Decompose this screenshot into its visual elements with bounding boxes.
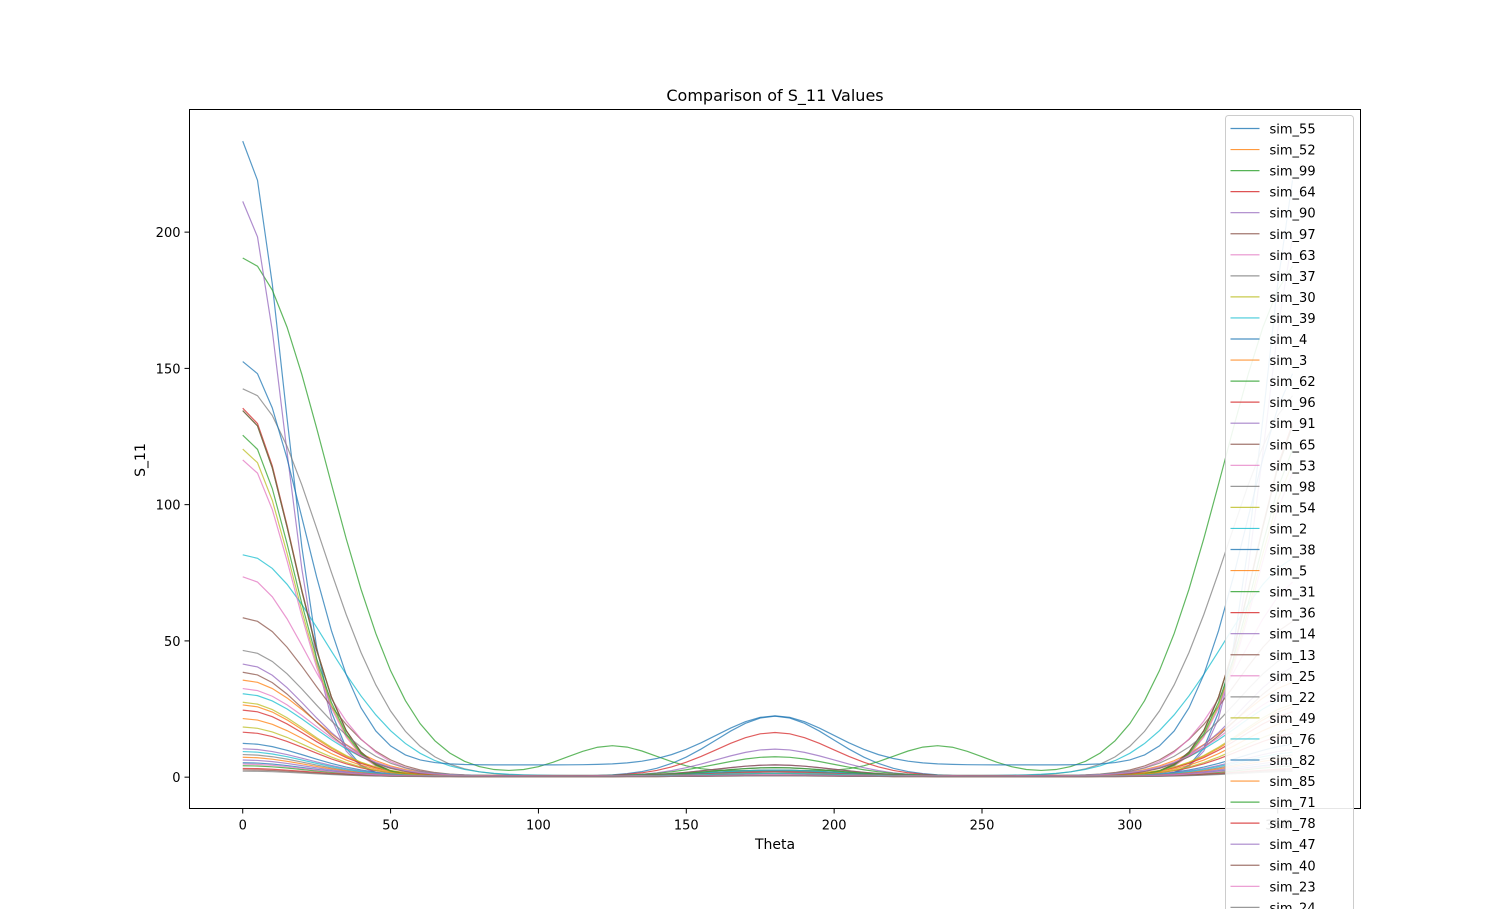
legend-entry: sim_62 [1270,375,1316,390]
legend-entry: sim_54 [1270,501,1316,516]
x-tick-label: 300 [1117,819,1142,834]
series-line-sim_91 [242,663,1293,777]
series-lines [242,140,1294,778]
series-line-sim_65 [242,410,1294,777]
y-tick-label: 0 [172,771,180,786]
legend-entry: sim_82 [1270,754,1316,769]
series-line-sim_24 [242,770,1293,778]
legend-entry: sim_85 [1270,775,1316,790]
legend-entry: sim_5 [1270,565,1308,580]
legend: sim_55 sim_52 sim_99 sim_64 sim_90 sim_97 sim_… [1225,115,1354,909]
series-line-sim_63 [242,576,1293,777]
legend-entry: sim_3 [1270,354,1308,369]
x-axis: 050100150200250300350 [239,808,1290,834]
legend-box [1225,115,1354,909]
y-tick-label: 50 [164,635,181,650]
legend-entry: sim_96 [1270,396,1316,411]
legend-entry: sim_13 [1270,649,1316,664]
plot-frame [189,109,1361,809]
legend-entry: sim_53 [1270,459,1316,474]
legend-entry: sim_24 [1270,901,1316,909]
legend-entry: sim_52 [1270,144,1316,159]
legend-entry: sim_22 [1270,691,1316,706]
series-line-sim_62 [242,410,1294,777]
series-line-sim_4 [242,361,1294,766]
legend-entry: sim_25 [1270,670,1316,685]
legend-entry: sim_98 [1270,480,1316,495]
legend-entry: sim_90 [1270,207,1316,222]
series-line-sim_37 [242,388,1293,777]
x-tick-label: 100 [526,819,551,834]
legend-entry: sim_31 [1270,586,1316,601]
x-tick-label: 50 [382,819,399,834]
legend-entry: sim_64 [1270,186,1316,201]
x-axis-label: Theta [754,837,795,853]
legend-entry: sim_37 [1270,270,1316,285]
legend-entry: sim_39 [1270,312,1316,327]
y-axis-label: S_11 [133,443,149,477]
x-tick-label: 150 [674,819,699,834]
legend-entry: sim_30 [1270,291,1316,306]
legend-entry: sim_99 [1270,165,1316,180]
legend-entry: sim_23 [1270,880,1316,895]
series-line-sim_25 [242,687,1293,777]
x-tick-label: 0 [239,819,247,834]
series-line-sim_13 [242,671,1293,777]
legend-entry: sim_47 [1270,838,1316,853]
legend-entry: sim_49 [1270,712,1316,727]
series-line-sim_64 [242,407,1294,777]
legend-entry: sim_2 [1270,522,1308,537]
legend-entry: sim_36 [1270,607,1316,622]
legend-entry: sim_63 [1270,249,1316,264]
legend-entry: sim_40 [1270,859,1316,874]
series-line-sim_53 [242,459,1294,777]
legend-entry: sim_76 [1270,733,1316,748]
chart-title: Comparison of S_11 Values [666,86,883,106]
series-line-sim_99 [242,257,1293,772]
y-tick-label: 200 [156,226,181,241]
series-line-sim_30 [242,448,1294,777]
legend-entry: sim_4 [1270,333,1308,348]
y-axis: 0 50 100 150 200 [156,226,190,786]
legend-entry: sim_78 [1270,817,1316,832]
legend-entry: sim_55 [1270,123,1316,138]
series-line-sim_39 [242,554,1293,777]
x-tick-label: 200 [822,819,847,834]
y-tick-label: 150 [156,362,181,377]
legend-entry: sim_38 [1270,544,1316,559]
legend-entry: sim_71 [1270,796,1316,811]
legend-entry: sim_14 [1270,628,1316,643]
y-tick-label: 100 [156,499,181,514]
series-line-sim_52 [242,679,1293,777]
legend-entry: sim_97 [1270,228,1316,243]
legend-entry: sim_65 [1270,438,1316,453]
legend-entry: sim_91 [1270,417,1316,432]
x-tick-label: 250 [970,819,995,834]
series-line-sim_55 [242,140,1294,777]
